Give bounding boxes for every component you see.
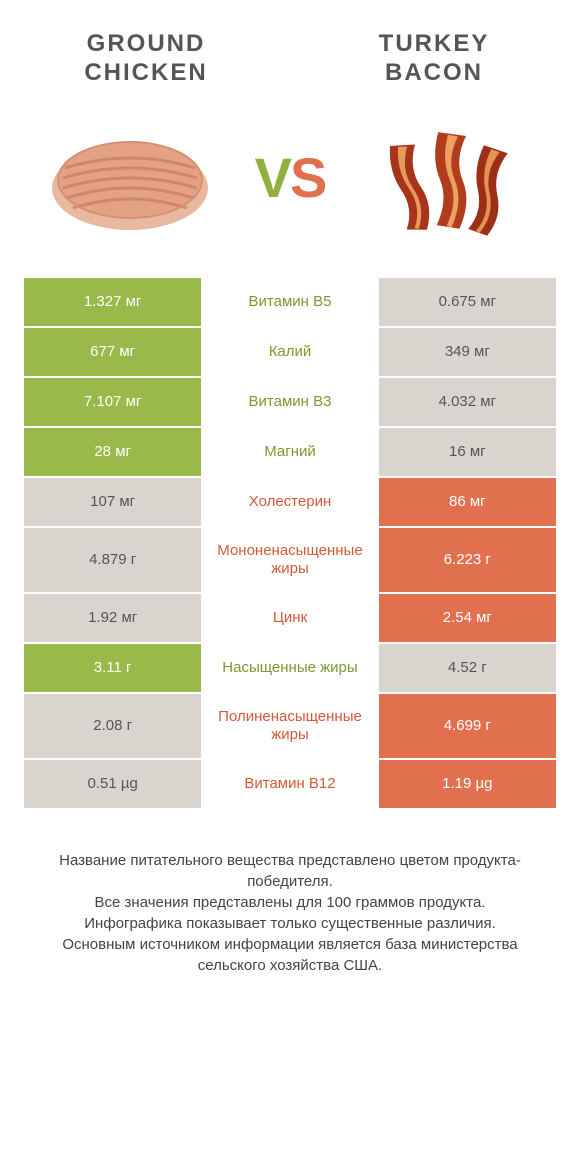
nutrient-name: Мононенасыщенные жиры (201, 528, 378, 592)
table-row: 107 мгХолестерин86 мг (24, 478, 556, 528)
left-product-title: GROUND CHICKEN (50, 30, 242, 88)
nutrient-name: Холестерин (201, 478, 378, 526)
left-value: 2.08 г (24, 694, 201, 758)
table-row: 3.11 гНасыщенные жиры4.52 г (24, 644, 556, 694)
footnote-line: Название питательного вещества представл… (30, 850, 550, 892)
table-row: 0.51 µgВитамин B121.19 µg (24, 760, 556, 810)
right-value: 6.223 г (379, 528, 556, 592)
left-value: 7.107 мг (24, 378, 201, 426)
footnote-line: Основным источником информации является … (30, 934, 550, 976)
comparison-table: 1.327 мгВитамин B50.675 мг677 мгКалий349… (20, 278, 560, 810)
right-value: 1.19 µg (379, 760, 556, 808)
vs-v-letter: V (255, 146, 290, 209)
right-value: 86 мг (379, 478, 556, 526)
nutrient-name: Полиненасыщенные жиры (201, 694, 378, 758)
nutrient-name: Витамин B5 (201, 278, 378, 326)
ground-chicken-icon (45, 118, 215, 238)
nutrient-name: Калий (201, 328, 378, 376)
left-value: 107 мг (24, 478, 201, 526)
table-row: 28 мгМагний16 мг (24, 428, 556, 478)
left-value: 3.11 г (24, 644, 201, 692)
left-value: 0.51 µg (24, 760, 201, 808)
footnote: Название питательного вещества представл… (20, 810, 560, 986)
right-product-title: TURKEY BACON (338, 30, 530, 88)
vs-label: VS (255, 145, 326, 210)
footnote-line: Инфографика показывает только существенн… (30, 913, 550, 934)
right-value: 349 мг (379, 328, 556, 376)
nutrient-name: Витамин B12 (201, 760, 378, 808)
table-row: 2.08 гПолиненасыщенные жиры4.699 г (24, 694, 556, 760)
nutrient-name: Насыщенные жиры (201, 644, 378, 692)
left-value: 1.327 мг (24, 278, 201, 326)
footnote-line: Все значения представлены для 100 граммо… (30, 892, 550, 913)
right-value: 4.699 г (379, 694, 556, 758)
right-value: 16 мг (379, 428, 556, 476)
table-row: 1.327 мгВитамин B50.675 мг (24, 278, 556, 328)
right-value: 0.675 мг (379, 278, 556, 326)
table-row: 1.92 мгЦинк2.54 мг (24, 594, 556, 644)
images-row: VS (20, 98, 560, 278)
table-row: 677 мгКалий349 мг (24, 328, 556, 378)
left-value: 677 мг (24, 328, 201, 376)
turkey-bacon-icon (365, 118, 535, 238)
left-value: 1.92 мг (24, 594, 201, 642)
table-row: 7.107 мгВитамин B34.032 мг (24, 378, 556, 428)
right-value: 4.52 г (379, 644, 556, 692)
turkey-bacon-image (360, 108, 540, 248)
right-value: 4.032 мг (379, 378, 556, 426)
nutrient-name: Магний (201, 428, 378, 476)
left-value: 4.879 г (24, 528, 201, 592)
nutrient-name: Цинк (201, 594, 378, 642)
right-value: 2.54 мг (379, 594, 556, 642)
header: GROUND CHICKEN TURKEY BACON (20, 10, 560, 98)
left-value: 28 мг (24, 428, 201, 476)
vs-s-letter: S (290, 146, 325, 209)
nutrient-name: Витамин B3 (201, 378, 378, 426)
ground-chicken-image (40, 108, 220, 248)
table-row: 4.879 гМононенасыщенные жиры6.223 г (24, 528, 556, 594)
